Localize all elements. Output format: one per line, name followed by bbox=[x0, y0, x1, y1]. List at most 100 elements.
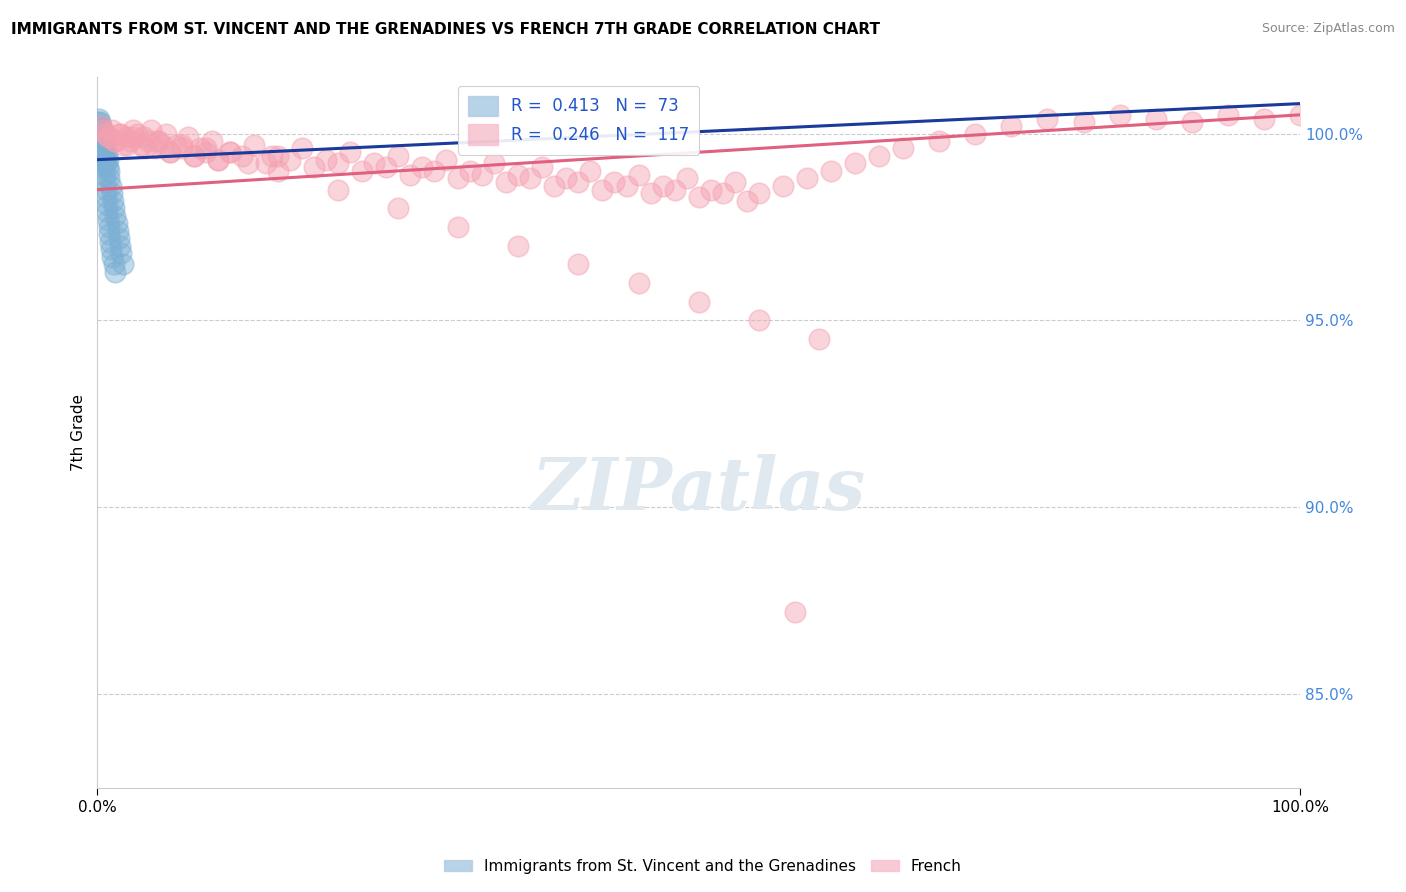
Point bbox=[100, 178, 122, 193]
Point bbox=[90, 130, 112, 145]
Point bbox=[105, 216, 128, 230]
Point bbox=[93, 137, 115, 152]
Point bbox=[90, 119, 112, 133]
Point bbox=[484, 156, 506, 170]
Point bbox=[98, 130, 121, 145]
Point bbox=[118, 134, 141, 148]
Point bbox=[1289, 108, 1312, 122]
Text: Source: ZipAtlas.com: Source: ZipAtlas.com bbox=[1261, 22, 1395, 36]
Point bbox=[93, 141, 115, 155]
Point bbox=[89, 130, 111, 145]
Point bbox=[136, 134, 159, 148]
Point bbox=[159, 145, 181, 160]
Legend: R =  0.413   N =  73, R =  0.246   N =  117: R = 0.413 N = 73, R = 0.246 N = 117 bbox=[457, 86, 699, 155]
Point bbox=[699, 183, 721, 197]
Point bbox=[267, 149, 290, 163]
Point bbox=[97, 160, 120, 174]
Point bbox=[134, 141, 156, 155]
Point bbox=[110, 246, 132, 260]
Point bbox=[90, 149, 112, 163]
Point bbox=[194, 141, 217, 155]
Point bbox=[170, 137, 193, 152]
Point bbox=[104, 209, 127, 223]
Point bbox=[218, 145, 240, 160]
Point bbox=[242, 137, 264, 152]
Point bbox=[97, 153, 120, 167]
Point bbox=[236, 156, 259, 170]
Point bbox=[97, 130, 120, 145]
Point bbox=[748, 313, 770, 327]
Point bbox=[91, 149, 114, 163]
Point bbox=[159, 145, 181, 160]
Point bbox=[495, 175, 517, 189]
Point bbox=[91, 156, 114, 170]
Point bbox=[291, 141, 314, 155]
Point bbox=[155, 127, 177, 141]
Point bbox=[688, 294, 710, 309]
Point bbox=[111, 137, 134, 152]
Point bbox=[89, 137, 111, 152]
Point bbox=[1144, 112, 1167, 126]
Point bbox=[350, 164, 373, 178]
Point bbox=[93, 122, 115, 136]
Point bbox=[94, 190, 117, 204]
Point bbox=[471, 168, 494, 182]
Point bbox=[1181, 115, 1204, 129]
Point bbox=[260, 149, 283, 163]
Point bbox=[89, 130, 111, 145]
Point bbox=[207, 153, 229, 167]
Point bbox=[796, 171, 818, 186]
Point bbox=[87, 115, 110, 129]
Point bbox=[508, 238, 530, 252]
Point bbox=[91, 127, 114, 141]
Point bbox=[89, 122, 111, 136]
Point bbox=[129, 137, 152, 152]
Point bbox=[96, 156, 118, 170]
Point bbox=[447, 219, 470, 234]
Point bbox=[87, 127, 110, 141]
Point bbox=[87, 112, 110, 126]
Point bbox=[688, 190, 710, 204]
Point bbox=[201, 134, 224, 148]
Point bbox=[519, 171, 541, 186]
Point bbox=[117, 137, 139, 152]
Point bbox=[675, 171, 697, 186]
Point bbox=[101, 122, 124, 136]
Point bbox=[93, 149, 115, 163]
Point bbox=[87, 119, 110, 133]
Point bbox=[90, 119, 112, 133]
Point bbox=[91, 153, 114, 167]
Point bbox=[91, 145, 114, 160]
Point bbox=[89, 127, 111, 141]
Point bbox=[176, 130, 198, 145]
Point bbox=[1108, 108, 1130, 122]
Point bbox=[965, 127, 987, 141]
Point bbox=[555, 171, 578, 186]
Point bbox=[101, 194, 124, 208]
Point bbox=[820, 164, 842, 178]
Point bbox=[93, 127, 115, 141]
Point bbox=[651, 178, 673, 193]
Point bbox=[108, 238, 131, 252]
Point bbox=[616, 178, 638, 193]
Point bbox=[1216, 108, 1239, 122]
Point bbox=[89, 141, 111, 155]
Point bbox=[97, 212, 120, 227]
Point bbox=[101, 186, 124, 201]
Point bbox=[125, 127, 148, 141]
Point bbox=[96, 205, 118, 219]
Point bbox=[868, 149, 890, 163]
Text: ZIPatlas: ZIPatlas bbox=[531, 454, 866, 524]
Point bbox=[104, 134, 127, 148]
Point bbox=[783, 605, 806, 619]
Point bbox=[508, 168, 530, 182]
Point bbox=[143, 141, 166, 155]
Point bbox=[399, 168, 422, 182]
Point bbox=[592, 183, 614, 197]
Point bbox=[579, 164, 602, 178]
Point bbox=[146, 134, 169, 148]
Point bbox=[90, 137, 112, 152]
Point bbox=[150, 137, 173, 152]
Point bbox=[567, 257, 589, 271]
Point bbox=[640, 186, 662, 201]
